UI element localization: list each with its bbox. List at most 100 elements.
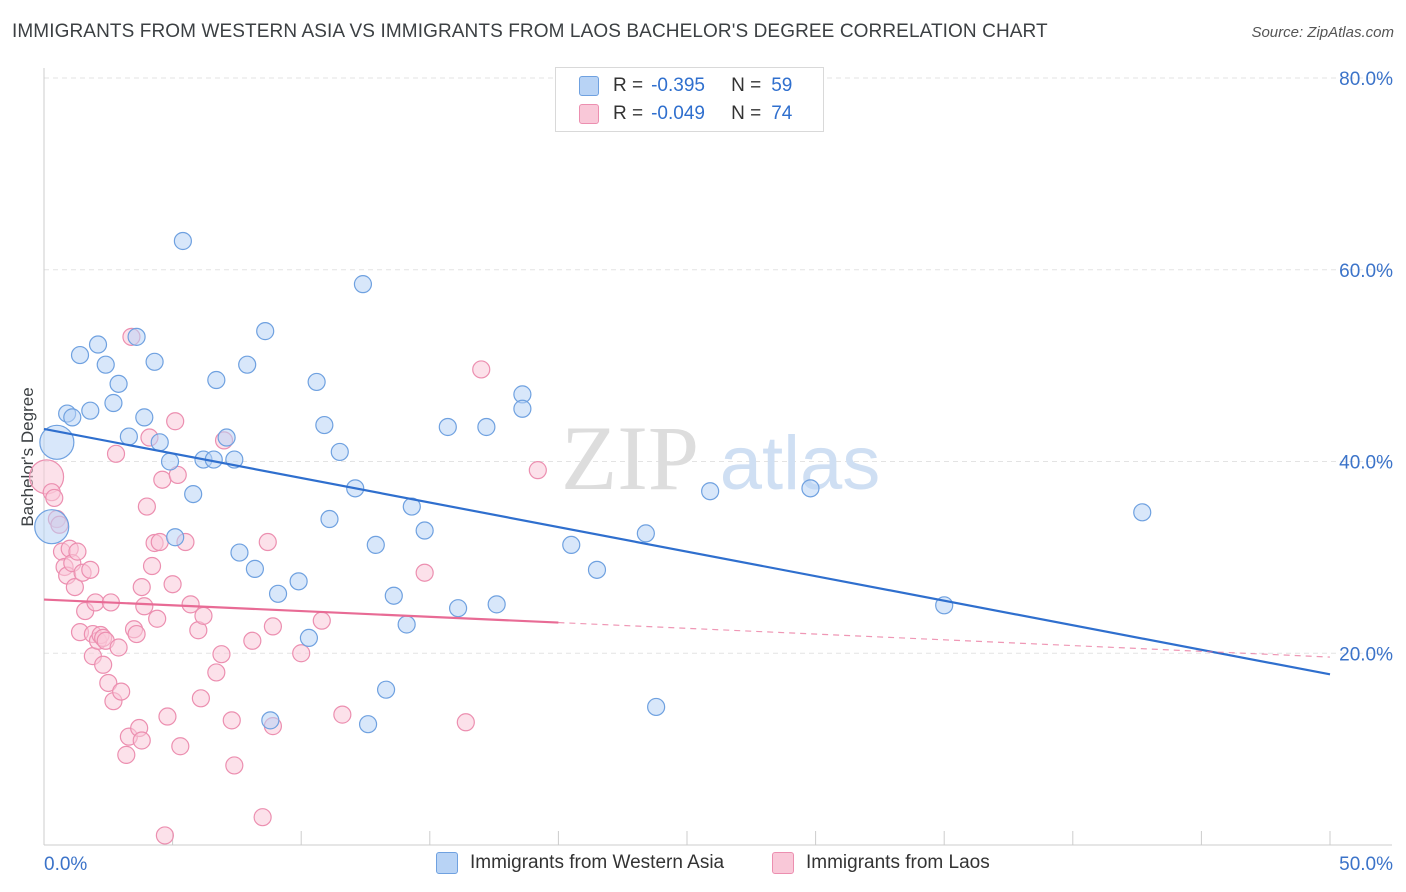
pink-point [68,542,87,561]
blue-point [562,535,581,555]
blue-point [397,615,416,634]
x-tick-label: 50.0% [1339,854,1393,875]
pink-point [222,711,241,730]
blue-point [477,417,496,437]
pink-trend-line [43,598,559,624]
pink-n-label: N = [731,103,762,124]
pink-point [333,705,352,724]
blue-point [438,417,457,437]
pink-point [45,488,64,508]
blue-point [1133,503,1152,522]
blue-point [487,595,506,614]
pink-point [194,606,213,625]
pink-trend-line-dashed [558,621,1331,658]
legend-item-western-asia[interactable]: Immigrants from Western Asia [436,852,724,874]
pink-point [106,444,126,463]
blue-point [145,352,164,371]
blue-point [166,528,185,547]
pink-point [472,360,491,379]
pink-point [127,624,146,644]
pink-point [112,682,131,701]
pink-point [109,638,128,657]
blue-point [109,374,128,393]
pink-point [212,645,231,664]
y-tick-label: 20.0% [1339,644,1393,665]
blue-point [63,408,82,427]
pink-point [117,745,136,764]
blue-point [801,479,820,498]
blue-point [366,535,385,555]
stats-row-pink: R = -0.049 N = 74 [556,100,792,128]
blue-point [376,680,396,699]
pink-point [253,808,272,827]
blue-point [230,543,249,562]
pink-point [415,563,434,582]
blue-point [245,559,265,578]
blue-point [127,327,146,346]
pink-point [258,532,277,552]
axes [43,68,1392,846]
pink-r-label: R = [613,103,644,124]
pink-point [312,611,331,630]
blue-point [238,355,257,374]
blue-r-label: R = [613,75,644,96]
blue-point [96,355,115,374]
blue-point [384,586,403,605]
pink-point [263,617,283,636]
pink-point [207,663,226,682]
blue-point [513,399,532,418]
y-tick-label: 40.0% [1339,453,1393,474]
pink-point [171,737,190,756]
pink-r-value: -0.049 [651,103,705,124]
blue-point [647,697,666,717]
legend-pink-label: Immigrants from Laos [806,852,990,873]
pink-point [142,556,162,576]
pink-point [166,412,185,431]
tick-labels: 20.0% 40.0% 60.0% 80.0% 0.0% 50.0% [44,69,1393,875]
pink-point [168,465,187,485]
x-tick-label: 0.0% [44,854,87,875]
legend-item-laos[interactable]: Immigrants from Laos [772,852,990,874]
blue-point [307,372,326,392]
blue-point [330,442,349,462]
blue-point [448,599,468,618]
blue-point [184,484,203,504]
pink-point [181,595,200,614]
blue-point [315,415,334,435]
pink-point [163,575,182,594]
blue-r-value: -0.395 [651,75,705,96]
pink-n-value: 74 [771,103,793,124]
pink-point [243,631,262,650]
pink-point [148,609,167,628]
blue-point [587,560,607,579]
legend-blue-swatch [436,852,458,874]
pink-point [528,461,547,480]
pink-point [153,470,172,489]
watermark: ZIP atlas [561,407,880,509]
blue-point [320,509,339,529]
blue-point [701,482,720,501]
trend-lines [43,427,1331,676]
blue-point [261,711,280,730]
pink-point [225,756,244,775]
blue-point [88,335,108,354]
pink-point [158,707,177,726]
y-tick-label: 60.0% [1339,261,1393,282]
watermark-atlas: atlas [720,421,881,506]
blue-point [160,452,180,471]
blue-point [217,428,236,447]
blue-point [70,345,90,365]
pink-point [155,826,174,845]
blue-point [289,572,308,591]
legend-pink-swatch [772,852,794,874]
pink-point [191,689,210,708]
pink-point [135,597,154,616]
blue-point [150,433,169,452]
pink-point [132,731,151,750]
pink-point [137,497,156,516]
blue-trend-line [43,427,1331,676]
blue-point [415,521,434,540]
blue-point [256,322,275,341]
stats-row-blue: R = -0.395 N = 59 [556,72,792,100]
